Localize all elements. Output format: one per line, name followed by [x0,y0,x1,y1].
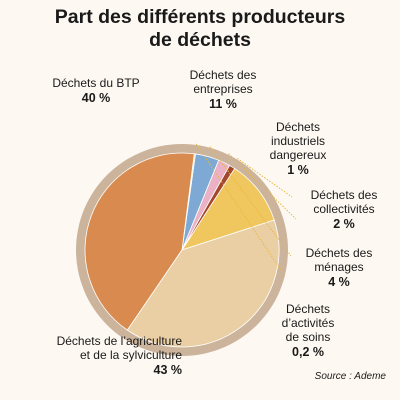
slice-value: 1 % [287,163,309,177]
chart-title: Part des différents producteurs de déche… [0,6,400,52]
slice-name: Déchets de l’agriculture [56,334,182,348]
pie-slice [126,219,280,348]
slice-label: Déchets des entreprises 11 % [168,68,278,111]
slice-value: 4 % [328,275,350,289]
slice-label: Déchets des collectivités 2 % [300,188,388,231]
slice-value: 0,2 % [292,345,324,359]
slice-label: Déchets d’activités de soins 0,2 % [260,302,356,359]
slice-name: collectivités [313,202,375,216]
chart-title-line-1: Part des différents producteurs [54,6,346,28]
slice-name: Déchets du BTP [52,76,140,90]
slice-value: 43 % [153,363,183,377]
slice-name: dangereux [269,148,327,162]
slice-name: et de la sylviculture [79,348,182,362]
slice-name: Déchets des [310,188,378,202]
leader-line [228,153,297,220]
slice-label: Déchets de l’agriculture et de la sylvicu… [22,334,182,377]
slice-name: de soins [285,330,331,344]
slice-label: Déchets industriels dangereux 1 % [250,120,346,177]
chart-title-line-2: de déchets [149,29,251,51]
slice-name: ménages [314,260,364,274]
slice-value: 11 % [209,97,237,111]
slice-name: Déchets [285,302,331,316]
slice-name: Déchets des [305,246,373,260]
slice-label: Déchets des ménages 4 % [296,246,382,289]
slice-value: 40 % [81,91,111,105]
slice-name: d’activités [281,316,335,330]
slice-value: 2 % [333,217,355,231]
leader-line [195,143,286,277]
source-note: Source : Ademe [314,371,386,382]
pie-slice [84,152,195,331]
slice-label: Déchets du BTP 40 % [34,76,158,105]
pie-slice [181,167,275,251]
slice-name: Déchets des [189,68,257,82]
slice-name: industriels [270,134,326,148]
slice-name: Déchets [275,120,321,134]
leader-line [237,157,293,198]
slice-name: entreprises [193,82,253,96]
